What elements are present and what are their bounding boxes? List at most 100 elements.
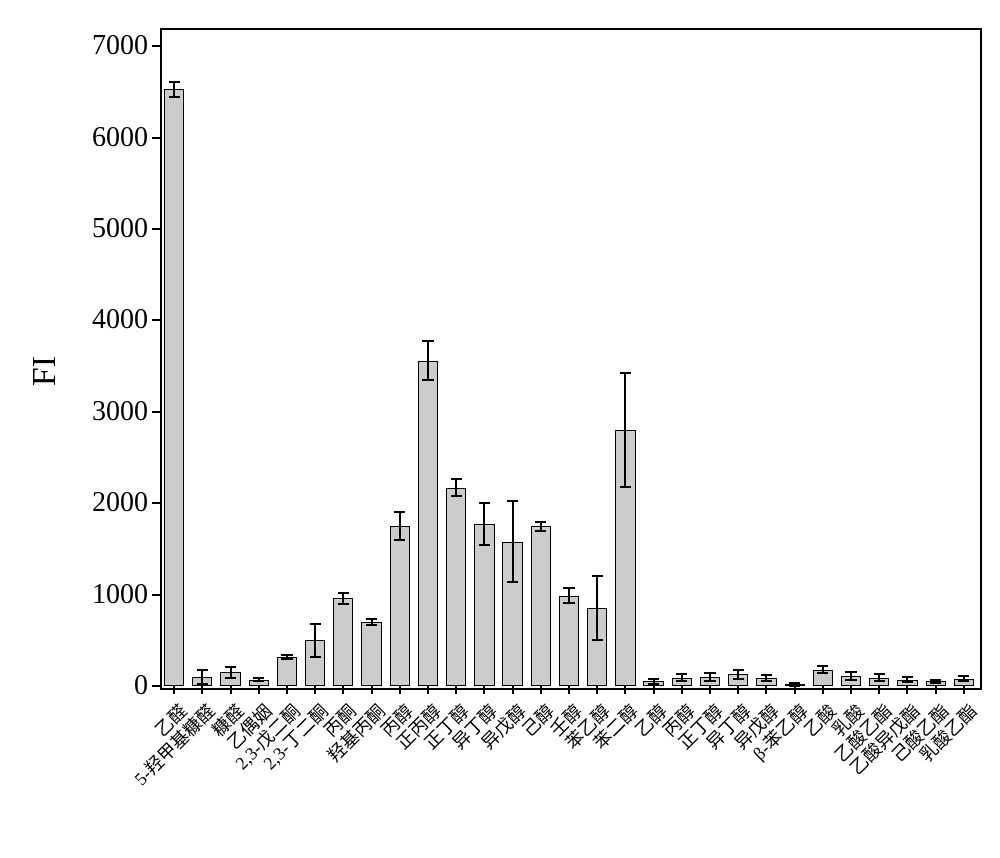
error-cap [817,665,828,667]
x-tick [624,686,626,694]
error-cap [535,521,546,523]
bar [474,524,494,686]
error-cap [902,681,913,683]
y-tick-label: 2000 [70,487,148,519]
error-cap [620,486,631,488]
error-cap [422,340,433,342]
x-tick [427,686,429,694]
error-cap [310,623,321,625]
x-tick [512,686,514,694]
error-cap [338,592,349,594]
error-cap [902,676,913,678]
error-cap [930,679,941,681]
error-cap [648,678,659,680]
error-cap [761,674,772,676]
error-cap [845,679,856,681]
error-cap [930,682,941,684]
error-cap [169,81,180,83]
x-tick [653,686,655,694]
x-tick [540,686,542,694]
error-bar [455,479,457,495]
x-tick [963,686,965,694]
error-bar [314,624,316,657]
x-tick [709,686,711,694]
y-tick-label: 1000 [70,579,148,611]
error-cap [253,677,264,679]
plot-area [160,28,982,690]
y-tick [152,228,160,230]
y-tick-label: 7000 [70,30,148,62]
x-tick [258,686,260,694]
x-tick [371,686,373,694]
error-cap [225,666,236,668]
x-tick [568,686,570,694]
x-tick [850,686,852,694]
error-bar [173,82,175,97]
error-bar [512,501,514,581]
error-cap [281,658,292,660]
error-cap [366,618,377,620]
x-tick [935,686,937,694]
x-tick [483,686,485,694]
error-cap [338,603,349,605]
x-tick [596,686,598,694]
y-tick [152,137,160,139]
error-cap [789,682,800,684]
error-cap [704,672,715,674]
x-tick [342,686,344,694]
error-cap [225,677,236,679]
x-tick [455,686,457,694]
bar [531,526,551,686]
error-bar [596,576,598,640]
bar [446,488,466,686]
error-cap [394,511,405,513]
x-tick [399,686,401,694]
y-tick [152,685,160,687]
error-cap [874,673,885,675]
error-cap [592,575,603,577]
y-tick-label: 6000 [70,122,148,154]
y-tick [152,502,160,504]
error-cap [958,680,969,682]
error-cap [874,680,885,682]
bar [418,361,438,686]
error-cap [845,671,856,673]
x-tick [737,686,739,694]
bar [390,526,410,686]
error-cap [761,680,772,682]
error-cap [507,500,518,502]
y-tick [152,594,160,596]
error-cap [479,502,490,504]
error-cap [197,683,208,685]
error-cap [733,678,744,680]
error-cap [422,379,433,381]
bar [277,657,297,686]
x-tick [765,686,767,694]
error-cap [817,672,828,674]
error-cap [451,478,462,480]
y-tick-label: 4000 [70,304,148,336]
error-cap [733,669,744,671]
y-axis-title: FI [26,356,64,386]
x-tick [286,686,288,694]
bar [361,622,381,686]
error-cap [197,669,208,671]
error-cap [281,654,292,656]
bar [559,596,579,686]
x-tick [230,686,232,694]
error-bar [399,512,401,539]
y-tick-label: 5000 [70,213,148,245]
x-tick [878,686,880,694]
error-cap [563,602,574,604]
error-cap [169,96,180,98]
error-cap [620,372,631,374]
x-tick [314,686,316,694]
x-tick [822,686,824,694]
error-cap [479,544,490,546]
bar [333,598,353,686]
error-cap [310,656,321,658]
error-cap [563,587,574,589]
chart-container: FI 01000200030004000500060007000乙醛5-羟甲基糠… [0,0,1000,844]
x-tick [201,686,203,694]
error-bar [427,341,429,379]
